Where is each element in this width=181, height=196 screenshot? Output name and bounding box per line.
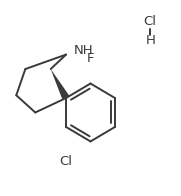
Polygon shape (51, 69, 70, 100)
Text: H: H (145, 34, 155, 47)
Text: NH: NH (74, 44, 94, 57)
Text: Cl: Cl (144, 15, 157, 28)
Text: F: F (87, 52, 94, 65)
Text: Cl: Cl (60, 155, 73, 168)
